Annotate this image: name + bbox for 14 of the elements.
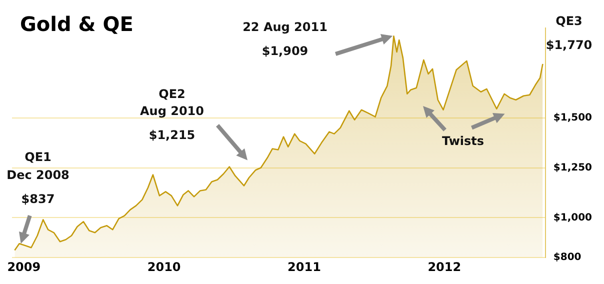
annotation: Twists	[442, 134, 484, 148]
y-tick-label: $1,250	[553, 162, 592, 174]
y-tick-label: $800	[553, 252, 582, 264]
chart-title: Gold & QE	[20, 12, 134, 36]
x-tick-label: 2009	[7, 260, 41, 274]
x-tick-label: 2010	[147, 260, 181, 274]
y-tick-label: $1,000	[553, 212, 592, 224]
y-tick-label: $1,500	[553, 112, 592, 124]
annotation: QE2 Aug 2010 $1,215	[140, 87, 204, 142]
annotation: 22 Aug 2011 $1,909	[242, 20, 328, 58]
annotation: QE1 Dec 2008 $837	[6, 150, 70, 206]
x-tick-label: 2011	[288, 260, 321, 274]
x-tick-label: 2012	[428, 260, 462, 274]
text: QE3 $1,770	[546, 14, 592, 52]
